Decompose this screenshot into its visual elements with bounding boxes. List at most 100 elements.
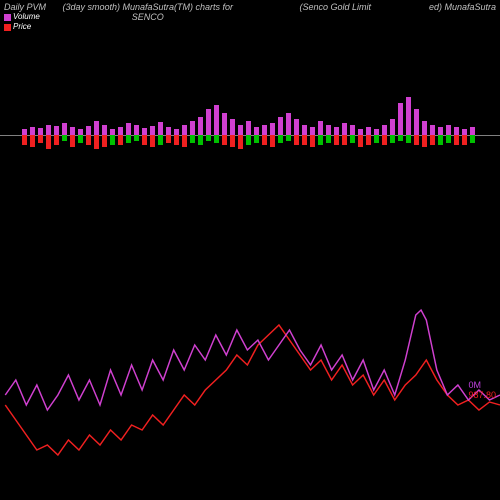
end-labels: 0M 987.80 [468,380,496,400]
volume-bar-up [470,127,475,135]
volume-bar-up [262,125,267,135]
header-mid-left: (3day smooth) MunafaSutra(TM) charts for… [54,2,241,22]
volume-bar-down [406,135,411,143]
volume-bar-down [294,135,299,145]
volume-bar-up [406,97,411,135]
volume-bar-down [190,135,195,143]
volume-bar-down [262,135,267,145]
volume-bar-up [366,127,371,135]
volume-bar-up [438,127,443,135]
legend-item-volume: Volume [4,12,40,22]
end-label-price: 987.80 [468,390,496,400]
volume-bar-up [38,128,43,135]
volume-bar-down [446,135,451,143]
volume-bar-up [70,127,75,135]
volume-bar-down [398,135,403,141]
legend-label-volume: Volume [13,12,40,22]
chart-header: Daily PVM (3day smooth) MunafaSutra(TM) … [0,0,500,26]
volume-bar-up [390,119,395,135]
volume-bar-down [390,135,395,143]
volume-bar-up [134,125,139,135]
volume-bar-up [302,125,307,135]
volume-bar-up [238,125,243,135]
volume-bar-down [246,135,251,145]
volume-bar-down [54,135,59,145]
volume-bar-down [286,135,291,141]
volume-bar-down [462,135,467,145]
volume-bar-down [430,135,435,145]
volume-bar-down [374,135,379,143]
volume-bar-up [414,109,419,135]
volume-bar-up [310,127,315,135]
volume-bar-up [206,109,211,135]
volume-bar-down [238,135,243,149]
volume-bar-up [334,127,339,135]
volume-bar-down [182,135,187,147]
volume-bar-down [214,135,219,143]
volume-bar-up [382,125,387,135]
header-left: Daily PVM [4,2,46,12]
volume-bar-up [342,123,347,135]
volume-bar-up [190,121,195,135]
legend-swatch-volume [4,14,11,21]
volume-bar-up [270,123,275,135]
volume-bar-up [318,121,323,135]
volume-bar-up [62,123,67,135]
volume-bar-down [326,135,331,143]
volume-bar-up [86,126,91,135]
volume-bar-up [294,119,299,135]
volume-bar-down [86,135,91,145]
volume-bar-up [278,117,283,135]
volume-bar-up [214,105,219,135]
line-panel [0,300,500,470]
volume-bar-down [174,135,179,145]
volume-bar-down [46,135,51,149]
volume-bar-down [270,135,275,147]
volume-bar-down [30,135,35,147]
volume-bar-down [118,135,123,145]
header-mid-right: (Senco Gold Limit [241,2,428,12]
volume-bar-up [182,125,187,135]
volume-bar-up [142,128,147,135]
volume-bar-down [62,135,67,141]
volume-bar-down [382,135,387,145]
volume-bar-down [110,135,115,145]
volume-bar-up [198,117,203,135]
volume-bar-up [30,127,35,135]
volume-bar-up [398,103,403,135]
end-label-volume: 0M [468,380,496,390]
volume-bar-up [422,121,427,135]
legend: Volume Price [4,12,40,32]
volume-bar-down [334,135,339,145]
volume-bar-up [430,125,435,135]
volume-bar-down [142,135,147,145]
volume-bar-up [126,123,131,135]
legend-item-price: Price [4,22,40,32]
volume-bar-down [206,135,211,141]
volume-bar-up [94,121,99,135]
volume-bars [10,80,470,190]
volume-bar-up [230,119,235,135]
volume-bar-down [78,135,83,143]
volume-panel [0,80,500,190]
volume-bar-down [70,135,75,147]
header-right: ed) MunafaSutra [429,2,496,12]
volume-bar-up [446,125,451,135]
volume-bar-up [166,127,171,135]
volume-bar-down [22,135,27,145]
volume-bar-down [470,135,475,143]
volume-bar-up [246,121,251,135]
volume-bar-up [254,127,259,135]
volume-bar-up [54,126,59,135]
volume-bar-down [454,135,459,145]
volume-bar-down [350,135,355,143]
volume-bar-down [342,135,347,145]
volume-bar-down [310,135,315,147]
volume-bar-up [102,125,107,135]
volume-bar-up [454,127,459,135]
volume-bar-up [350,125,355,135]
volume-bar-down [38,135,43,143]
volume-bar-down [102,135,107,147]
volume-bar-down [278,135,283,143]
volume-bar-down [126,135,131,143]
